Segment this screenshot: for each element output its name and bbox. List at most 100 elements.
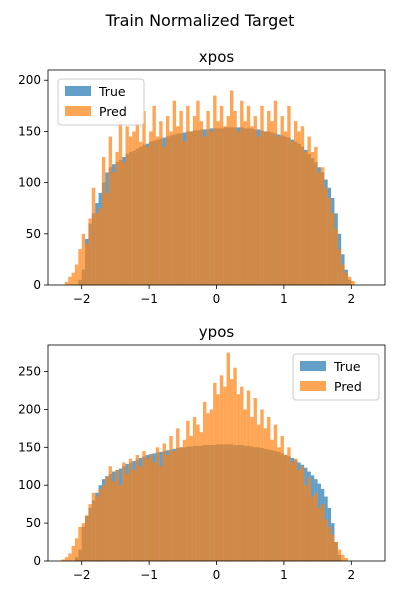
bar-pred	[152, 462, 156, 561]
bar-pred	[300, 126, 305, 285]
bar-pred	[81, 523, 86, 561]
bar-pred	[68, 553, 72, 561]
bar-pred	[186, 420, 190, 561]
bar-pred	[351, 280, 355, 285]
legend-label-true: True	[333, 359, 361, 374]
bar-pred	[203, 136, 207, 285]
bar-pred	[128, 458, 133, 561]
bar-pred	[260, 105, 264, 285]
bar-pred	[172, 100, 177, 285]
bar-pred	[209, 409, 214, 561]
bar-pred	[85, 515, 89, 561]
bar-pred	[105, 477, 109, 561]
bar-pred	[88, 218, 92, 285]
bar-pred	[334, 228, 338, 285]
bar-pred	[209, 131, 214, 285]
bar-pred	[159, 121, 163, 285]
bar-pred	[226, 116, 230, 285]
bar-pred	[74, 538, 79, 561]
bar-pred	[324, 187, 328, 285]
bar-pred	[118, 121, 123, 285]
legend: True Pred	[57, 78, 145, 126]
subplot-xpos: xpos −2 −1 0 1 2 0 50 100 150 200 True Pred	[18, 48, 386, 306]
bar-pred	[300, 466, 305, 561]
bar-pred	[314, 492, 318, 561]
bar-pred	[304, 151, 308, 285]
bar-pred	[95, 496, 99, 561]
bar-pred	[246, 105, 251, 285]
bar-pred	[155, 447, 160, 561]
bar-pred	[186, 105, 190, 285]
bar-pred	[115, 151, 119, 285]
x-tick-label: −1	[140, 568, 158, 582]
bar-pred	[71, 545, 75, 561]
bar-pred	[334, 542, 338, 561]
bar-pred	[169, 435, 173, 561]
bar-pred	[172, 451, 177, 561]
bar-pred	[112, 481, 116, 561]
bar-pred	[344, 557, 348, 561]
bar-pred	[280, 435, 284, 561]
bar-pred	[297, 470, 301, 561]
bar-pred	[101, 157, 106, 285]
bar-pred	[310, 496, 315, 561]
bar-pred	[240, 100, 244, 285]
bar-pred	[149, 454, 153, 561]
bar-pred	[260, 409, 264, 561]
bar-pred	[314, 146, 318, 285]
bar-pred	[98, 208, 102, 285]
bar-pred	[78, 249, 82, 285]
bar-pred	[122, 162, 126, 285]
bar-pred	[162, 146, 166, 285]
bar-pred	[226, 352, 230, 561]
bar-pred	[192, 417, 197, 561]
bar-pred	[213, 382, 217, 561]
figure-title: Train Normalized Target	[105, 11, 295, 30]
bar-pred	[290, 462, 295, 561]
bar-pred	[277, 447, 281, 561]
bar-pred	[256, 136, 261, 285]
bar-pred	[270, 121, 274, 285]
bar-pred	[283, 454, 288, 561]
bar-pred	[138, 141, 143, 285]
bar-pred	[64, 281, 69, 285]
bar-pred	[61, 559, 65, 561]
x-tick-label: 2	[347, 568, 355, 582]
bar-pred	[229, 90, 234, 285]
bar-pred	[331, 534, 335, 561]
bar-pred	[240, 386, 244, 561]
bar-pred	[327, 197, 332, 285]
bar-pred	[216, 121, 220, 285]
bar-pred	[267, 110, 271, 285]
x-tick-label: −2	[73, 568, 91, 582]
bar-pred	[169, 131, 173, 285]
bar-pred	[304, 485, 308, 561]
bar-pred	[165, 454, 170, 561]
bar-pred	[165, 116, 170, 285]
bar-pred	[68, 276, 72, 285]
bar-pred	[320, 167, 325, 285]
bar-pred	[189, 435, 193, 561]
bar-pred	[88, 504, 92, 561]
bar-pred	[287, 105, 291, 285]
bar-pred	[85, 244, 89, 285]
bar-pred	[132, 470, 136, 561]
bar-pred	[317, 507, 321, 561]
bar-pred	[152, 105, 156, 285]
bar-pred	[149, 131, 153, 285]
subplot-title-ypos: ypos	[199, 323, 235, 341]
bar-pred	[256, 424, 261, 561]
bar-pred	[270, 439, 274, 561]
bar-pred	[273, 424, 278, 561]
legend-label-true: True	[98, 84, 126, 99]
bar-pred	[287, 447, 291, 561]
legend: True Pred	[292, 353, 380, 401]
bar-pred	[199, 121, 204, 285]
bar-pred	[162, 443, 166, 561]
bar-pred	[297, 131, 301, 285]
x-tick-label: −2	[73, 292, 91, 306]
y-tick-label: 0	[33, 278, 41, 292]
bar-pred	[192, 116, 197, 285]
y-tick-label: 200	[18, 402, 41, 416]
bar-pred	[267, 417, 271, 561]
